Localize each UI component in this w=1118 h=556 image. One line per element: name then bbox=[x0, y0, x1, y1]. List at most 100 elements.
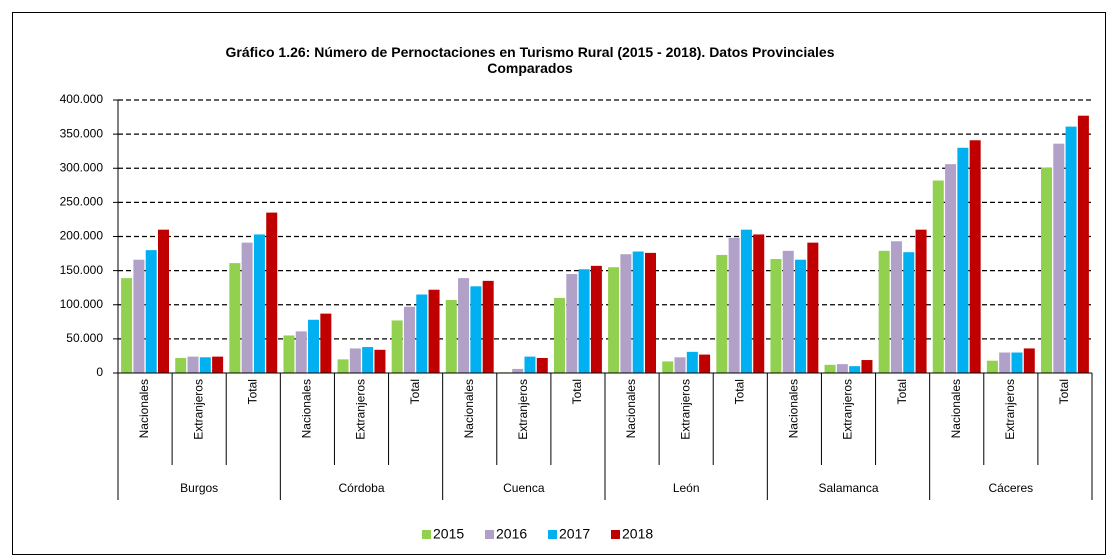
bar bbox=[212, 356, 224, 373]
x-tick-label: Nacionales bbox=[949, 379, 963, 438]
bar bbox=[187, 356, 199, 373]
bar bbox=[986, 360, 998, 373]
bar bbox=[266, 212, 278, 373]
bar bbox=[374, 349, 386, 373]
y-tick-label: 200.000 bbox=[60, 229, 104, 243]
bar bbox=[1053, 143, 1065, 373]
bar bbox=[662, 361, 674, 373]
bar bbox=[753, 234, 765, 373]
bar bbox=[428, 289, 440, 373]
y-tick-label: 150.000 bbox=[60, 263, 104, 277]
group-label: Cáceres bbox=[988, 481, 1033, 495]
bar bbox=[470, 286, 482, 373]
bar bbox=[1040, 167, 1052, 373]
bar bbox=[229, 263, 241, 373]
legend-label: 2017 bbox=[559, 526, 590, 542]
bar bbox=[158, 229, 170, 373]
bar bbox=[1077, 115, 1089, 373]
bar bbox=[807, 242, 819, 373]
x-tick-label: Extranjeros bbox=[354, 379, 368, 440]
bar bbox=[536, 357, 548, 373]
bar bbox=[308, 319, 320, 373]
bar bbox=[349, 348, 361, 373]
y-tick-label: 250.000 bbox=[60, 195, 104, 209]
legend-label: 2016 bbox=[496, 526, 527, 542]
group-label: Córdoba bbox=[338, 481, 384, 495]
bar bbox=[716, 254, 728, 373]
bar bbox=[403, 306, 415, 373]
bar bbox=[849, 366, 861, 373]
x-tick-label: Total bbox=[570, 379, 584, 404]
bar bbox=[957, 147, 969, 373]
bar bbox=[699, 354, 711, 373]
group-label: Salamanca bbox=[818, 481, 878, 495]
legend-swatch bbox=[485, 530, 494, 539]
x-tick-label: Nacionales bbox=[624, 379, 638, 438]
bar bbox=[932, 180, 944, 373]
bar bbox=[632, 251, 644, 373]
y-tick-label: 350.000 bbox=[60, 126, 104, 140]
legend-label: 2015 bbox=[433, 526, 464, 542]
x-tick-label: Nacionales bbox=[462, 379, 476, 438]
group-label: Burgos bbox=[180, 481, 218, 495]
x-tick-label: Total bbox=[732, 379, 746, 404]
x-tick-label: Nacionales bbox=[787, 379, 801, 438]
bar bbox=[145, 250, 157, 373]
bar bbox=[512, 368, 524, 373]
bar bbox=[416, 294, 428, 373]
bar bbox=[524, 356, 536, 373]
bar bbox=[836, 364, 848, 373]
bar bbox=[861, 360, 873, 373]
bar bbox=[482, 280, 494, 373]
y-tick-label: 400.000 bbox=[60, 92, 104, 106]
bar bbox=[1011, 352, 1023, 373]
bar bbox=[1023, 348, 1035, 373]
legend-label: 2018 bbox=[622, 526, 653, 542]
legend-swatch bbox=[548, 530, 557, 539]
x-tick-label: Extranjeros bbox=[1003, 379, 1017, 440]
bar bbox=[320, 313, 332, 373]
bar bbox=[362, 347, 374, 373]
legend-swatch bbox=[611, 530, 620, 539]
bar bbox=[824, 364, 836, 373]
bar bbox=[553, 297, 565, 373]
bar bbox=[969, 140, 981, 373]
legend-swatch bbox=[422, 530, 431, 539]
bar bbox=[620, 254, 632, 373]
x-tick-label: Total bbox=[408, 379, 422, 404]
chart-title: Gráfico 1.26: Número de Pernoctaciones e… bbox=[225, 44, 835, 76]
bar bbox=[578, 269, 590, 373]
group-label: Cuenca bbox=[503, 481, 545, 495]
group-label: León bbox=[673, 481, 700, 495]
bar bbox=[795, 259, 807, 373]
bar bbox=[295, 331, 307, 373]
bar bbox=[199, 357, 211, 373]
bar bbox=[1065, 126, 1077, 374]
bar bbox=[674, 357, 686, 373]
bar bbox=[133, 259, 145, 373]
bar bbox=[645, 252, 657, 373]
bar bbox=[458, 278, 470, 373]
bar bbox=[253, 234, 265, 373]
bar bbox=[590, 265, 602, 373]
bar bbox=[945, 164, 957, 373]
x-tick-label: Total bbox=[245, 379, 259, 404]
y-tick-label: 0 bbox=[96, 365, 103, 379]
bar bbox=[878, 250, 890, 373]
x-tick-label: Extranjeros bbox=[678, 379, 692, 440]
bar bbox=[241, 242, 253, 373]
x-tick-label: Extranjeros bbox=[841, 379, 855, 440]
bar bbox=[283, 335, 295, 373]
bar bbox=[608, 267, 620, 373]
bar bbox=[686, 351, 698, 373]
bar bbox=[915, 229, 927, 373]
bar bbox=[337, 359, 349, 373]
bar bbox=[890, 241, 902, 373]
y-tick-label: 50.000 bbox=[66, 331, 103, 345]
bar bbox=[121, 278, 133, 373]
bar bbox=[782, 250, 794, 373]
bar bbox=[770, 259, 782, 373]
bar bbox=[728, 237, 740, 373]
